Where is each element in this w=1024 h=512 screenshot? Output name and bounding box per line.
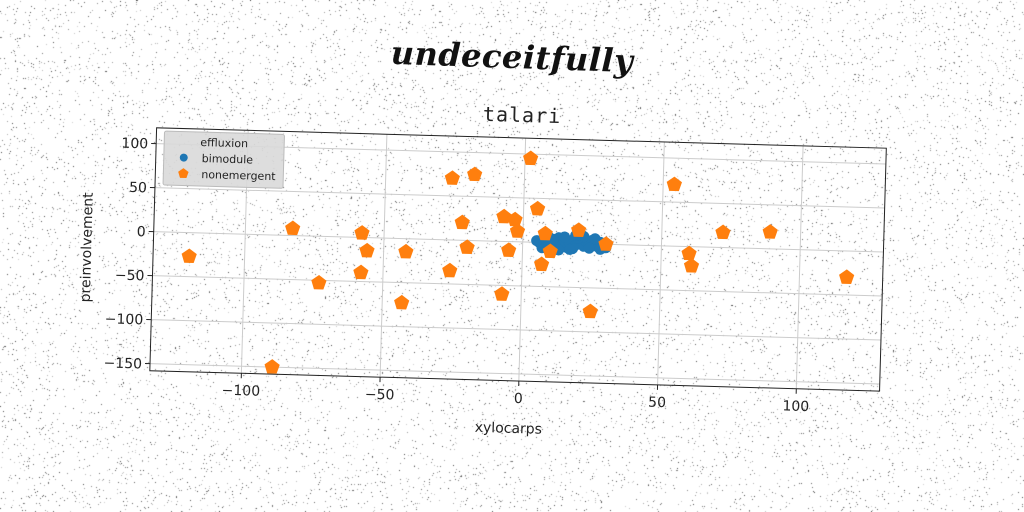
data-point-nonemergent xyxy=(444,170,460,185)
y-gridline xyxy=(151,319,881,341)
data-point-nonemergent xyxy=(666,176,682,192)
data-point-nonemergent xyxy=(683,258,700,273)
data-point-nonemergent xyxy=(454,214,470,230)
legend-entry-bimodule: bimodule xyxy=(202,152,254,166)
x-tick-label: 0 xyxy=(514,391,523,407)
data-point-bimodule xyxy=(583,242,595,254)
data-point-nonemergent xyxy=(496,208,512,224)
y-tick-label: 50 xyxy=(129,180,147,196)
legend-box xyxy=(162,130,285,189)
chart-title: talari xyxy=(483,102,562,128)
data-point-nonemergent xyxy=(529,200,546,216)
data-point-nonemergent xyxy=(542,243,558,259)
data-point-nonemergent xyxy=(467,166,483,182)
data-point-nonemergent xyxy=(359,242,375,258)
data-point-nonemergent xyxy=(681,245,697,261)
data-point-bimodule xyxy=(564,243,576,255)
data-point-nonemergent xyxy=(534,256,550,272)
data-point-nonemergent xyxy=(509,223,526,238)
data-point-nonemergent xyxy=(442,262,458,278)
x-gridline xyxy=(379,134,388,378)
axis-ticks: −100 −50 0 50 100 100 50 0 −50 −100 −150 xyxy=(103,136,809,415)
data-point-nonemergent xyxy=(582,303,598,319)
legend-marker-bimodule xyxy=(179,153,188,162)
data-point-nonemergent xyxy=(762,224,778,239)
data-point-nonemergent xyxy=(181,248,197,263)
data-point-nonemergent xyxy=(459,239,475,255)
data-point-nonemergent xyxy=(494,286,510,301)
data-point-nonemergent xyxy=(523,150,539,166)
legend-markers xyxy=(178,153,189,179)
x-axis-label: xylocarps xyxy=(475,420,543,438)
data-point-nonemergent xyxy=(598,236,614,251)
y-axis-label: preinvolvement xyxy=(78,192,97,303)
x-tick-label: 50 xyxy=(648,395,666,411)
x-gridline xyxy=(795,145,804,389)
legend: effluxion bimodule nonemergent xyxy=(162,130,285,189)
y-tick-label: 0 xyxy=(137,224,146,240)
data-point-nonemergent xyxy=(285,220,301,236)
data-point-nonemergent xyxy=(571,222,587,237)
y-gridline xyxy=(154,187,885,209)
data-point-nonemergent xyxy=(264,359,280,374)
data-point-nonemergent xyxy=(507,211,523,227)
x-gridline xyxy=(518,138,527,382)
y-tick-label: −50 xyxy=(115,268,145,285)
data-point-nonemergent xyxy=(501,242,517,258)
data-marks xyxy=(181,150,855,374)
data-point-bimodule xyxy=(559,231,571,243)
data-point-nonemergent xyxy=(353,264,369,280)
data-point-nonemergent xyxy=(839,269,855,285)
data-point-bimodule xyxy=(589,233,601,245)
data-point-bimodule xyxy=(531,235,543,247)
data-point-nonemergent xyxy=(394,294,410,310)
legend-title: effluxion xyxy=(200,136,248,150)
legend-marker-nonemergent xyxy=(178,168,189,179)
data-point-nonemergent xyxy=(398,243,414,259)
data-point-nonemergent xyxy=(354,225,370,240)
x-gridline xyxy=(657,141,665,385)
data-point-nonemergent xyxy=(715,224,731,240)
data-point-nonemergent xyxy=(537,225,553,241)
y-gridline xyxy=(152,275,883,297)
y-tick-label: −150 xyxy=(103,355,142,372)
legend-entry-nonemergent: nonemergent xyxy=(201,168,276,183)
plot-frame xyxy=(149,127,887,392)
x-tick-label: −100 xyxy=(221,383,260,400)
y-tick-label: 100 xyxy=(121,136,148,153)
x-tick-label: 100 xyxy=(782,398,809,415)
y-gridline xyxy=(153,231,884,253)
y-tick-label: −100 xyxy=(105,311,144,328)
x-tick-label: −50 xyxy=(365,387,395,404)
data-point-nonemergent xyxy=(311,274,327,290)
